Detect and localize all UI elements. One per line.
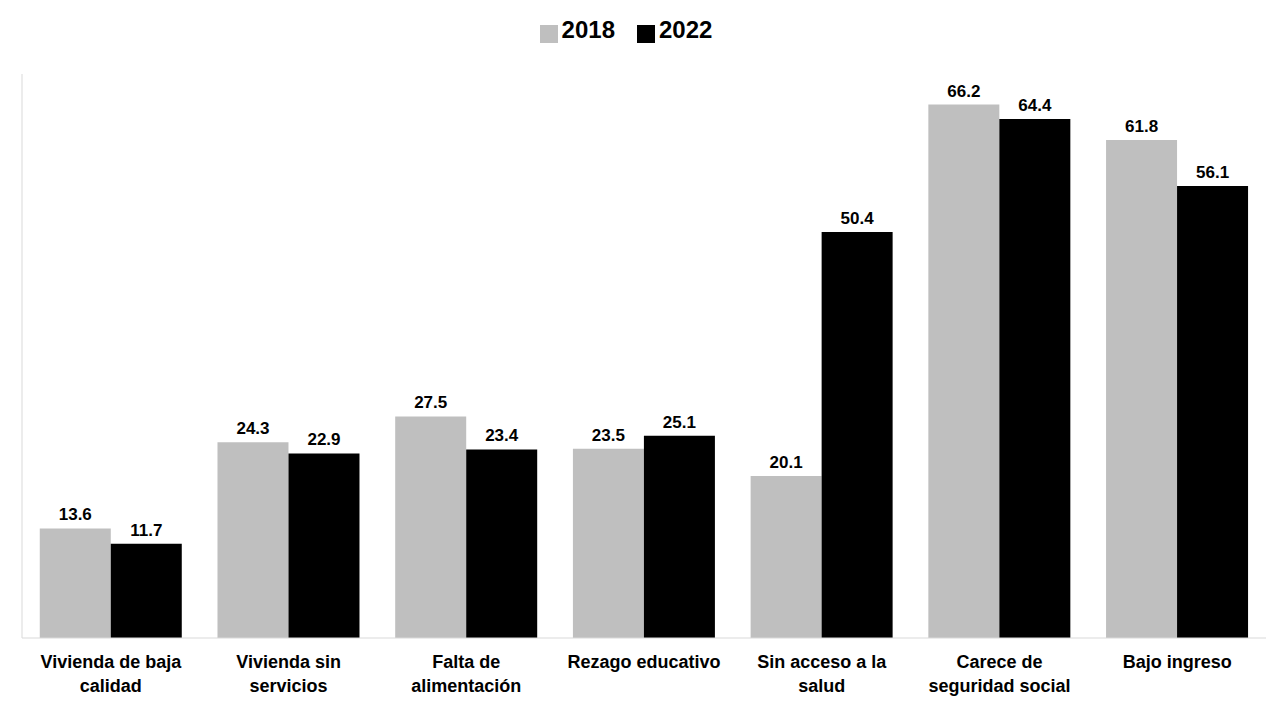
svg-text:Falta de: Falta de (432, 652, 500, 672)
svg-text:56.1: 56.1 (1196, 163, 1229, 182)
svg-text:25.1: 25.1 (663, 413, 696, 432)
svg-text:20.1: 20.1 (770, 453, 803, 472)
svg-text:64.4: 64.4 (1018, 96, 1052, 115)
svg-text:27.5: 27.5 (414, 393, 447, 412)
svg-text:servicios: servicios (250, 676, 328, 696)
svg-text:seguridad social: seguridad social (928, 676, 1070, 696)
svg-text:calidad: calidad (80, 676, 142, 696)
svg-text:23.4: 23.4 (485, 426, 519, 445)
svg-text:66.2: 66.2 (947, 82, 980, 101)
html-text:2022: 2022 (659, 16, 713, 43)
svg-text:23.5: 23.5 (592, 426, 625, 445)
svg-text:alimentación: alimentación (411, 676, 521, 696)
svg-text:Carece de: Carece de (956, 652, 1042, 672)
svg-text:22.9: 22.9 (307, 430, 340, 449)
svg-text:salud: salud (798, 676, 845, 696)
svg-text:Vivienda sin: Vivienda sin (236, 652, 341, 672)
svg-text:Sin acceso a la: Sin acceso a la (757, 652, 887, 672)
svg-text:61.8: 61.8 (1125, 117, 1158, 136)
svg-text:24.3: 24.3 (236, 419, 269, 438)
svg-text:Rezago educativo: Rezago educativo (567, 652, 720, 672)
svg-text:Bajo ingreso: Bajo ingreso (1123, 652, 1232, 672)
html-text:2018: 2018 (561, 16, 615, 43)
svg-text:13.6: 13.6 (59, 505, 92, 524)
svg-text:Vivienda de baja: Vivienda de baja (40, 652, 182, 672)
svg-text:11.7: 11.7 (130, 521, 162, 540)
svg-text:50.4: 50.4 (841, 209, 875, 228)
